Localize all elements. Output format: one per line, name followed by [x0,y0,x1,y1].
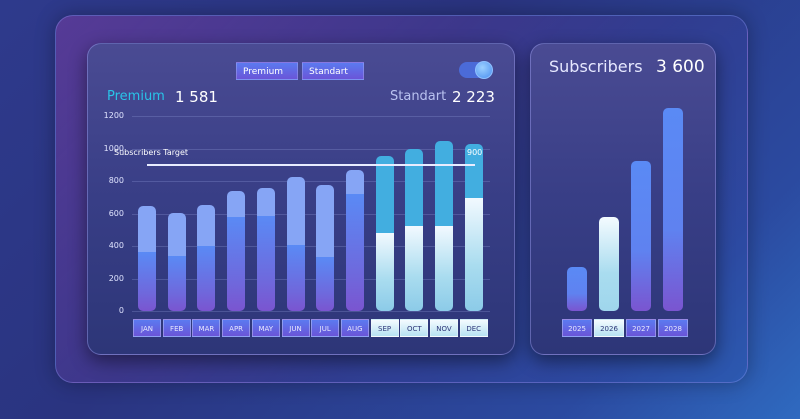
bar-jun[interactable] [286,177,305,311]
bar-segment-standart [256,187,275,216]
bar-segment-premium [286,244,305,311]
gridline [132,246,490,247]
bar-apr[interactable] [227,191,246,311]
bar-segment-standart [405,149,424,226]
target-line [147,164,475,166]
standart-label: Standart [390,89,447,104]
year-button-2025[interactable]: 2025 [562,319,592,337]
bar-nov[interactable] [435,141,453,311]
month-button-sep[interactable]: SEP [370,319,399,337]
bar-segment-standart [345,169,364,195]
y-tick-label: 400 [108,241,124,250]
subscribers-total: 3 600 [656,57,705,77]
year-button-2027[interactable]: 2027 [626,319,656,337]
month-button-feb[interactable]: FEB [162,319,191,337]
bar-segment-premium [345,194,364,311]
bar-segment-standart [197,205,216,246]
target-label: Subscribers Target [114,148,189,157]
toggle-switch[interactable] [459,61,493,79]
bar-may[interactable] [256,187,275,311]
gridline [132,311,490,312]
month-button-apr[interactable]: APR [222,319,251,337]
year-button-2028[interactable]: 2028 [658,319,688,337]
bar-mar[interactable] [197,205,216,311]
month-button-dec[interactable]: DEC [459,319,488,337]
bar-sep[interactable] [375,155,394,311]
toggle-knob[interactable] [475,61,493,79]
gridline [132,278,490,280]
standart-filter-button[interactable]: Standart [302,62,364,80]
bar-oct[interactable] [405,149,424,311]
year-bar-2025[interactable] [567,266,587,311]
premium-value: 1 581 [175,88,218,106]
gridline [132,213,490,215]
bar-segment-standart [375,155,394,234]
bar-segment-standart [227,191,246,217]
bar-segment-premium [435,226,453,311]
bar-dec[interactable] [464,143,483,311]
bar-aug[interactable] [345,169,364,311]
month-button-jun[interactable]: JUN [281,319,310,337]
y-tick-label: 1000 [103,143,124,153]
premium-filter-button[interactable]: Premium [236,62,298,80]
bar-segment-premium [256,215,275,311]
month-button-may[interactable]: MAY [251,319,280,337]
month-button-jul[interactable]: JUL [311,319,340,337]
month-button-mar[interactable]: MAR [192,319,221,337]
year-button-2026[interactable]: 2026 [594,319,624,337]
bar-segment-standart [316,185,335,258]
bar-segment-premium [375,233,394,311]
bar-segment-premium [197,246,216,311]
bar-segment-premium [464,197,483,311]
month-button-nov[interactable]: NOV [430,319,458,337]
y-tick-label: 600 [108,208,124,218]
premium-label: Premium [107,89,165,104]
month-button-jan[interactable]: JAN [133,319,161,337]
y-tick-label: 1200 [103,111,124,120]
target-value: 900 [467,148,483,157]
gridline [132,116,490,117]
yearly-chart-card [530,43,716,355]
bar-segment-standart [464,143,483,198]
bar-segment-standart [138,206,156,252]
bar-segment-standart [167,213,186,256]
y-tick-label: 0 [118,306,124,315]
bar-feb[interactable] [167,213,186,311]
bar-jan[interactable] [138,206,156,311]
bar-segment-premium [316,257,335,311]
standart-value: 2 223 [452,88,495,106]
year-bar-2026[interactable] [599,217,619,311]
bar-segment-standart [435,141,453,226]
bar-jul[interactable] [316,185,335,311]
year-bar-2027[interactable] [631,161,651,311]
bar-segment-premium [167,255,186,311]
month-button-aug[interactable]: AUG [340,319,369,337]
y-tick-label: 200 [108,273,124,283]
gridline [132,148,490,150]
bar-segment-premium [138,251,156,311]
month-button-oct[interactable]: OCT [400,319,429,337]
year-bar-2028[interactable] [663,108,683,311]
y-tick-label: 800 [108,176,124,185]
bar-segment-premium [227,216,246,311]
subscribers-title: Subscribers [549,57,643,76]
bar-segment-standart [286,177,305,245]
gridline [132,181,490,182]
bar-segment-premium [405,225,424,311]
